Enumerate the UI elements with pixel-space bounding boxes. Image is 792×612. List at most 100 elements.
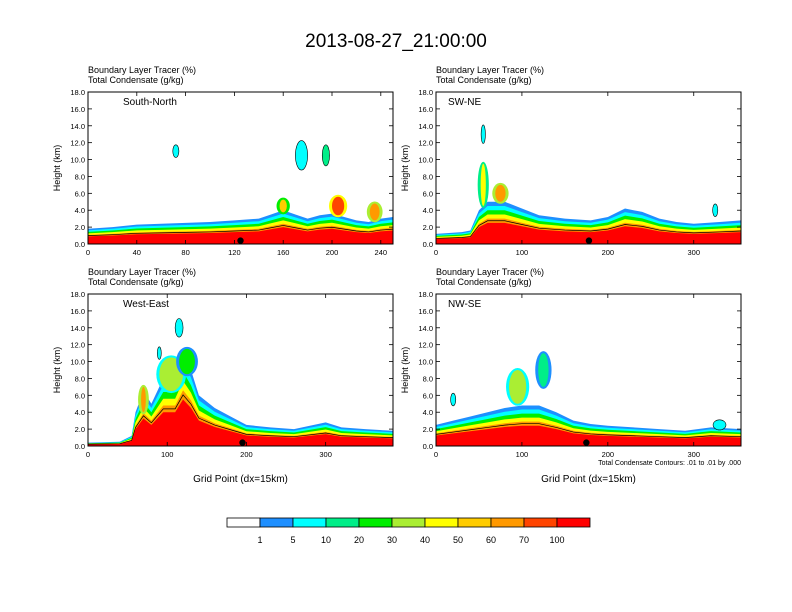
cloud-patch <box>712 203 719 217</box>
cloud-patch <box>480 124 486 144</box>
y-tick-label: 18.0 <box>418 290 433 299</box>
y-tick-label: 2.0 <box>75 425 85 434</box>
panel-3: Boundary Layer Tracer (%)Total Condensat… <box>52 267 394 485</box>
condensate-contour <box>435 423 742 438</box>
panel-1: Boundary Layer Tracer (%)Total Condensat… <box>52 65 394 257</box>
colorbar-label: 70 <box>519 535 529 545</box>
colorbar-label: 50 <box>453 535 463 545</box>
x-tick-label: 200 <box>602 450 615 459</box>
convective-cell <box>279 199 287 213</box>
y-tick-label: 6.0 <box>423 391 433 400</box>
condensate-contour <box>435 220 742 239</box>
x-tick-label: 80 <box>181 248 189 257</box>
convective-cell <box>538 353 549 387</box>
y-tick-label: 4.0 <box>423 408 433 417</box>
x-axis-label: Grid Point (dx=15km) <box>193 474 288 485</box>
colorbar-swatch <box>325 517 360 528</box>
colorbar-swatch <box>358 517 393 528</box>
colorbar: 1 5 10 20 30 40 50 60 70 100 <box>226 517 591 545</box>
colorbar-label: 1 <box>257 535 262 545</box>
colorbar-swatch <box>226 517 261 528</box>
tracer-layer <box>88 227 393 244</box>
cloud-patch <box>295 140 308 171</box>
y-tick-label: 14.0 <box>70 122 85 131</box>
location-marker <box>585 237 593 244</box>
y-axis-label: Height (km) <box>52 347 62 394</box>
x-tick-label: 200 <box>326 248 339 257</box>
y-tick-label: 0.0 <box>75 442 85 451</box>
cloud-patch <box>172 144 180 158</box>
condensate-contour <box>87 394 394 445</box>
convective-cell <box>332 196 345 216</box>
cloud-patch <box>450 392 457 407</box>
y-tick-label: 10.0 <box>70 156 85 165</box>
contour-note: Total Condensate Contours: .01 to .01 by… <box>598 460 741 467</box>
x-axis-label: Grid Point (dx=15km) <box>541 474 636 485</box>
y-tick-label: 8.0 <box>75 172 85 181</box>
x-tick-label: 300 <box>319 450 332 459</box>
panel-header-line1: Boundary Layer Tracer (%) <box>88 267 196 277</box>
y-tick-label: 14.0 <box>418 324 433 333</box>
cloud-patch <box>174 318 184 338</box>
x-tick-label: 0 <box>86 450 90 459</box>
x-tick-label: 300 <box>687 450 700 459</box>
y-tick-label: 8.0 <box>423 374 433 383</box>
panel-header-line2: Total Condensate (g/kg) <box>436 277 532 287</box>
colorbar-swatch <box>490 517 525 528</box>
y-axis-label: Height (km) <box>400 347 410 394</box>
y-tick-label: 8.0 <box>423 172 433 181</box>
y-tick-label: 10.0 <box>70 358 85 367</box>
colorbar-label: 40 <box>420 535 430 545</box>
y-tick-label: 18.0 <box>70 88 85 97</box>
colorbar-label: 30 <box>387 535 397 545</box>
tracer-layer <box>436 222 741 244</box>
panel-header-line1: Boundary Layer Tracer (%) <box>436 65 544 75</box>
colorbar-swatch <box>556 517 591 528</box>
y-tick-label: 8.0 <box>75 374 85 383</box>
panel-header-line2: Total Condensate (g/kg) <box>436 75 532 85</box>
y-tick-label: 14.0 <box>70 324 85 333</box>
y-tick-label: 12.0 <box>70 139 85 148</box>
panel-2: Boundary Layer Tracer (%)Total Condensat… <box>400 65 742 257</box>
page-title: 2013-08-27_21:00:00 <box>305 31 487 52</box>
location-marker <box>237 237 244 244</box>
plot-frame <box>87 91 394 245</box>
location-marker <box>583 439 590 446</box>
y-tick-label: 14.0 <box>418 122 433 131</box>
colorbar-swatch <box>523 517 558 528</box>
y-tick-label: 16.0 <box>418 105 433 114</box>
x-tick-label: 100 <box>516 450 529 459</box>
y-tick-label: 10.0 <box>418 358 433 367</box>
y-tick-label: 2.0 <box>75 223 85 232</box>
convective-cell <box>509 370 527 404</box>
panel-header-line1: Boundary Layer Tracer (%) <box>88 65 196 75</box>
panel-title: NW-SE <box>448 299 481 310</box>
y-tick-label: 4.0 <box>75 408 85 417</box>
x-tick-label: 0 <box>434 248 438 257</box>
plot-frame <box>435 91 742 245</box>
y-axis-label: Height (km) <box>400 145 410 192</box>
colorbar-swatch <box>259 517 294 528</box>
colorbar-swatch <box>391 517 426 528</box>
y-tick-label: 16.0 <box>418 307 433 316</box>
convective-cell <box>480 163 486 206</box>
y-tick-label: 12.0 <box>418 139 433 148</box>
y-tick-label: 6.0 <box>75 189 85 198</box>
tracer-layer <box>88 399 393 446</box>
cloud-patch <box>321 144 330 167</box>
panel-header-line1: Boundary Layer Tracer (%) <box>436 267 544 277</box>
y-tick-label: 16.0 <box>70 307 85 316</box>
plot-frame <box>87 293 394 447</box>
y-tick-label: 4.0 <box>75 206 85 215</box>
x-tick-label: 200 <box>602 248 615 257</box>
x-tick-label: 120 <box>228 248 241 257</box>
colorbar-label: 100 <box>549 535 564 545</box>
y-tick-label: 12.0 <box>70 341 85 350</box>
x-tick-label: 40 <box>133 248 141 257</box>
panel-header-line2: Total Condensate (g/kg) <box>88 277 184 287</box>
convective-cell <box>369 203 380 221</box>
y-tick-label: 2.0 <box>423 223 433 232</box>
plot-frame <box>435 293 742 447</box>
panel-title: SW-NE <box>448 97 481 108</box>
